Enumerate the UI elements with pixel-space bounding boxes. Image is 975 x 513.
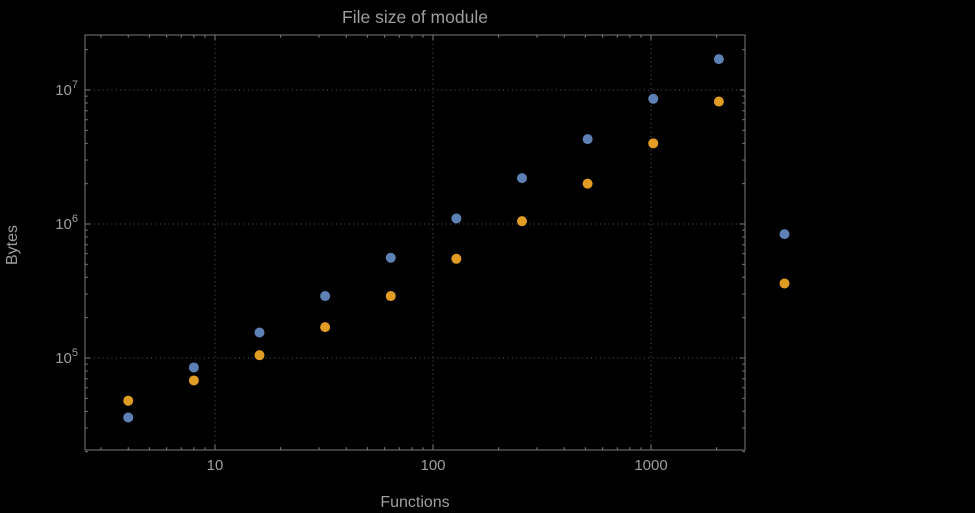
chart-title: File size of module xyxy=(342,7,488,27)
data-point-orange xyxy=(582,178,593,189)
data-point-blue xyxy=(123,412,134,423)
tick-labels: 10 100 1000 105 106 107 xyxy=(55,79,668,474)
data-point-blue xyxy=(320,291,331,302)
y-axis-label: Bytes xyxy=(4,225,21,265)
gridlines xyxy=(85,35,745,450)
y-tick-label: 107 xyxy=(55,79,78,99)
data-point-blue xyxy=(713,54,724,65)
y-tick-label: 105 xyxy=(55,347,78,367)
data-point-orange xyxy=(713,96,724,107)
data-point-orange xyxy=(254,350,265,361)
data-point-blue xyxy=(385,252,396,263)
x-tick-label: 10 xyxy=(207,457,224,474)
data-point-blue xyxy=(254,327,265,338)
data-point-blue xyxy=(582,134,593,145)
plot-frame xyxy=(84,34,746,451)
y-tick-label: 106 xyxy=(55,213,78,233)
x-axis-label: Functions xyxy=(380,494,449,511)
data-point-blue xyxy=(451,213,462,224)
data-point-blue xyxy=(516,173,527,184)
data-point-orange xyxy=(123,395,134,406)
data-points xyxy=(123,54,790,423)
data-point-orange xyxy=(779,278,790,289)
data-point-orange xyxy=(320,322,331,333)
data-point-blue xyxy=(779,229,790,240)
data-point-orange xyxy=(516,216,527,227)
data-point-orange xyxy=(648,138,659,149)
tick-marks xyxy=(85,35,745,453)
x-tick-label: 1000 xyxy=(634,457,667,474)
data-point-orange xyxy=(451,253,462,264)
data-point-orange xyxy=(188,375,199,386)
data-point-orange xyxy=(385,291,396,302)
data-point-blue xyxy=(188,362,199,373)
x-tick-label: 100 xyxy=(420,457,445,474)
data-point-blue xyxy=(648,93,659,104)
